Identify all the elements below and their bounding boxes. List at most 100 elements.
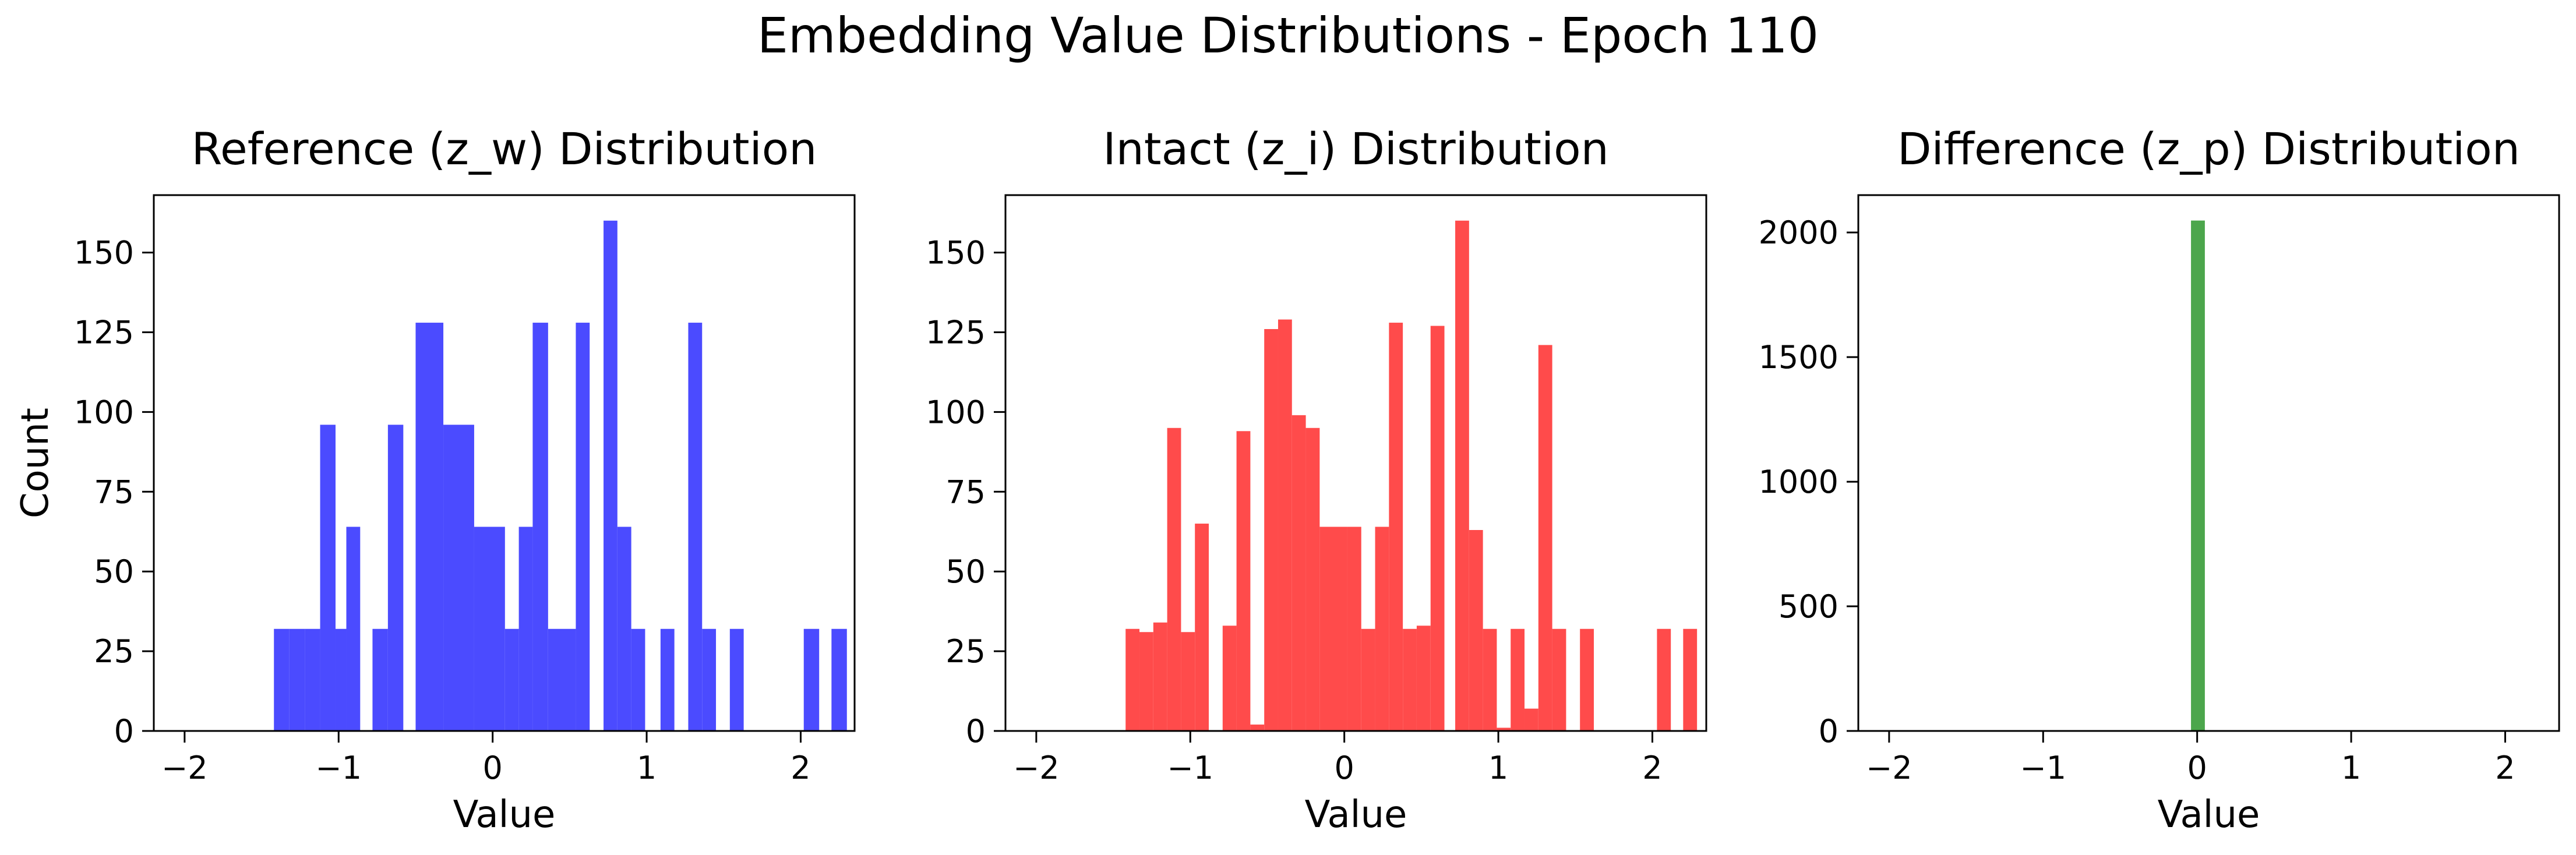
histogram-bar (415, 323, 444, 731)
x-tick-label: −1 (1167, 750, 1213, 786)
histogram-bar (346, 527, 361, 731)
histogram-bar (532, 323, 548, 731)
subplot-1: −2 −1 0 1 2 0 25 50 75 100 125 150 Reference (z_w) D… (14, 123, 856, 836)
histogram-bar (576, 323, 590, 731)
histogram-bar (688, 323, 703, 731)
subplot-2: −2 −1 0 1 2 0 25 50 75 100 125 150 Intact (z_i) Dist… (926, 123, 1707, 836)
histogram-bar (831, 628, 847, 731)
histogram-bar (1167, 428, 1181, 731)
y-tick-label: 2000 (1759, 214, 1839, 251)
x-tick-label: 2 (791, 750, 810, 786)
y-tick-label: 150 (926, 235, 986, 271)
histogram-bar (1683, 628, 1698, 731)
histogram-bar (1497, 727, 1511, 731)
histogram-bar (274, 628, 290, 731)
histogram-bar (1347, 527, 1361, 731)
y-tick-label: 1000 (1759, 464, 1839, 500)
y-tick-label: 0 (1819, 713, 1839, 750)
histogram-bar (1538, 345, 1552, 731)
x-axis-label: Value (453, 793, 556, 836)
histogram-bar (729, 628, 744, 731)
subplot-title: Reference (z_w) Distribution (192, 123, 817, 175)
histogram-bar (1236, 431, 1251, 731)
y-tick-label: 150 (74, 235, 134, 271)
histogram-bar (1455, 220, 1469, 731)
x-tick-label: −1 (315, 750, 362, 786)
histogram-bar (617, 527, 631, 731)
x-tick-label: 1 (2341, 750, 2361, 786)
x-tick-label: −2 (161, 750, 208, 786)
histogram-bar (518, 527, 533, 731)
histogram-bar (604, 220, 617, 731)
histogram-bar (1580, 628, 1594, 731)
histogram-bar (1483, 628, 1497, 731)
histogram-bar (1250, 725, 1265, 731)
x-tick-label: 1 (1488, 750, 1508, 786)
subplot-3: −2 −1 0 1 2 0 500 1000 1500 2000 Difference (z_p) … (1759, 123, 2560, 836)
histogram-bar (1375, 527, 1389, 731)
histogram-bar (335, 628, 347, 731)
histogram-bar (387, 425, 404, 731)
histogram-bar (702, 628, 717, 731)
y-tick-label: 50 (945, 553, 986, 590)
histogram-bar (1430, 326, 1445, 731)
histogram-bar (305, 628, 320, 731)
histogram-bar (1525, 708, 1538, 731)
histogram-bar (504, 628, 519, 731)
y-tick-label: 0 (114, 713, 134, 750)
histogram-bar (1511, 628, 1525, 731)
axes-frame (1004, 194, 1707, 732)
histogram-bar (1291, 415, 1306, 731)
y-tick-label: 75 (945, 474, 986, 510)
axes-frame (153, 194, 856, 732)
histogram-bar (1552, 628, 1566, 731)
y-tick-label: 0 (966, 713, 986, 750)
x-tick-label: 0 (1334, 750, 1354, 786)
histogram-bar (1657, 628, 1671, 731)
histogram-bar (320, 425, 336, 731)
histogram-bar (1403, 628, 1417, 731)
histogram-bar (1389, 323, 1403, 731)
y-tick-label: 125 (74, 314, 134, 351)
x-tick-label: −1 (2020, 750, 2066, 786)
histogram-bar (1361, 628, 1375, 731)
histogram-bar (1278, 319, 1292, 731)
histogram-bar (631, 628, 645, 731)
histogram-bar (1222, 626, 1237, 731)
histogram-bar (1305, 428, 1320, 731)
x-tick-label: 0 (482, 750, 502, 786)
histogram-bar (1319, 527, 1347, 731)
subplot-title: Difference (z_p) Distribution (1897, 123, 2520, 175)
x-axis-label: Value (2158, 793, 2260, 836)
x-tick-label: 1 (637, 750, 657, 786)
y-tick-label: 75 (94, 474, 134, 510)
histogram-bar (803, 628, 820, 731)
histogram-bar (474, 527, 505, 731)
y-tick-label: 50 (94, 553, 134, 590)
y-tick-label: 25 (94, 633, 134, 670)
histogram-bar (1153, 622, 1167, 731)
histogram-bar (289, 628, 305, 731)
histogram-bar (1469, 530, 1483, 731)
histogram-bar (1195, 524, 1209, 731)
subplot-title: Intact (z_i) Distribution (1103, 123, 1609, 175)
histogram-bar (372, 628, 388, 731)
x-axis-label: Value (1305, 793, 1407, 836)
y-tick-label: 500 (1779, 588, 1839, 625)
y-axis-label: Count (14, 408, 57, 518)
x-tick-label: 2 (2495, 750, 2515, 786)
y-tick-label: 1500 (1759, 339, 1839, 376)
x-tick-label: 2 (1642, 750, 1662, 786)
y-tick-label: 25 (945, 633, 986, 670)
x-tick-label: −2 (1866, 750, 1912, 786)
histogram-bar (1125, 628, 1140, 731)
axes-frame (1857, 194, 2560, 732)
histogram-bar (1416, 626, 1431, 731)
histogram-bar (660, 628, 675, 731)
y-tick-label: 125 (926, 314, 986, 351)
histogram-bar (443, 425, 474, 731)
histogram-bar (1139, 632, 1153, 731)
